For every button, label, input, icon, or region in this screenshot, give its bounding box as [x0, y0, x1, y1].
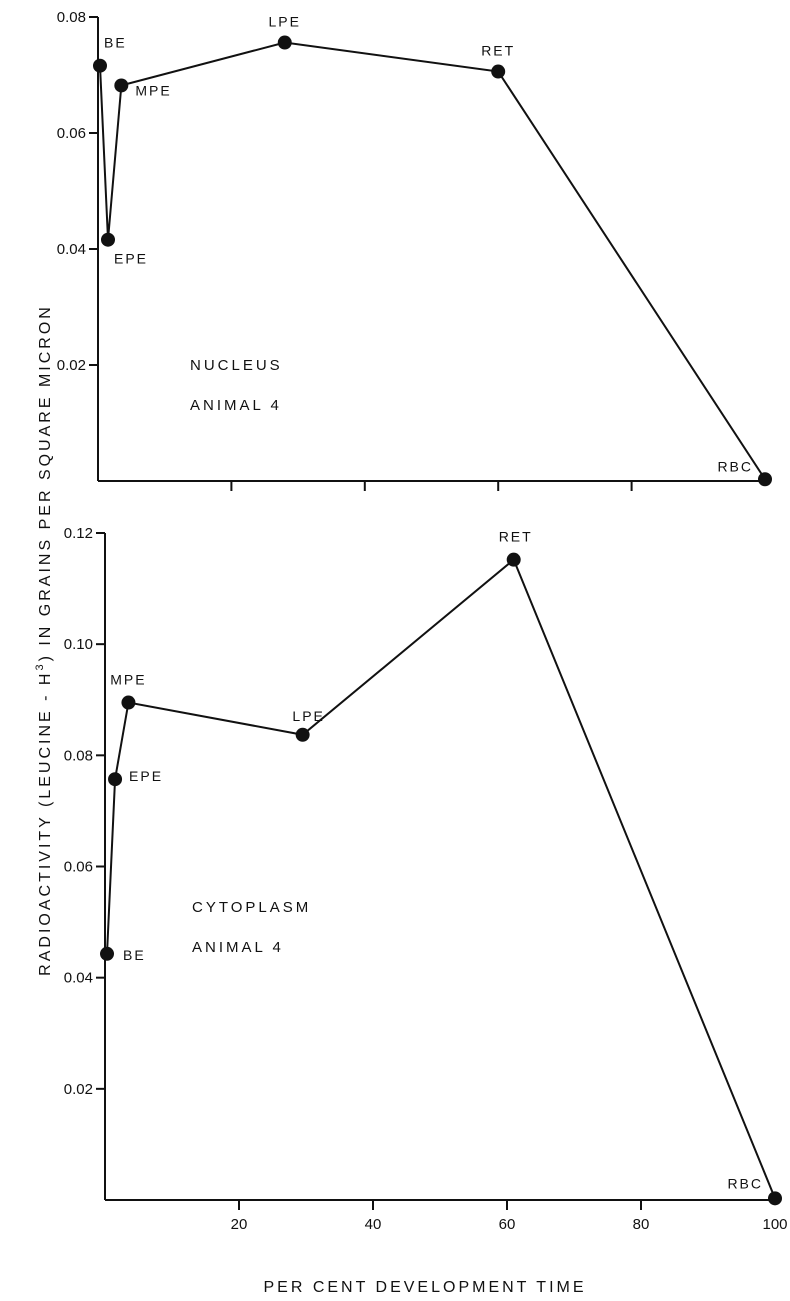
cytoplasm-x-tick-label: 40: [365, 1216, 382, 1233]
cytoplasm-y-tick-label: 0.08: [64, 747, 93, 764]
nucleus-data-point: [758, 472, 772, 487]
cytoplasm-panel-label: ANIMAL 4: [192, 939, 284, 956]
nucleus-point-label: EPE: [114, 251, 148, 267]
nucleus-series-line: [99, 41, 766, 480]
nucleus-panel: 0.02 0.04 0.06 0.08 BE EPE MPE LPE RET RBC NUCLEUS…: [57, 9, 772, 491]
cytoplasm-y-tick-label: 0.02: [64, 1081, 93, 1098]
cytoplasm-x-tick-label: 80: [633, 1216, 650, 1233]
cytoplasm-data-point: [121, 695, 136, 710]
cytoplasm-x-tick-label: 100: [762, 1216, 787, 1233]
cytoplasm-y-tick-label: 0.06: [64, 859, 93, 876]
nucleus-y-tick-label: 0.08: [57, 9, 86, 26]
cytoplasm-panel: 0.02 0.04 0.06 0.08 0.10 0.12 20 40 60 80 100 BE EPE…: [64, 525, 788, 1233]
cytoplasm-panel-label: CYTOPLASM: [192, 899, 311, 916]
nucleus-y-tick-label: 0.06: [57, 125, 86, 142]
cytoplasm-y-tick-label: 0.04: [64, 970, 93, 987]
cytoplasm-y-tick-label: 0.10: [64, 636, 93, 653]
cytoplasm-data-point: [108, 772, 123, 787]
cytoplasm-point-label: RET: [499, 529, 533, 545]
nucleus-point-label: RET: [481, 43, 515, 59]
nucleus-point-label: MPE: [135, 82, 171, 98]
cytoplasm-data-point: [100, 946, 115, 961]
nucleus-panel-label: NUCLEUS: [190, 357, 283, 374]
nucleus-data-point: [114, 78, 129, 93]
nucleus-data-point: [277, 35, 292, 50]
cytoplasm-point-label: LPE: [292, 708, 324, 724]
cytoplasm-point-label: EPE: [129, 768, 163, 784]
nucleus-y-tick-label: 0.04: [57, 241, 86, 258]
nucleus-point-label: RBC: [717, 458, 753, 474]
cytoplasm-data-point: [506, 552, 521, 567]
nucleus-data-point: [101, 232, 116, 247]
nucleus-data-point: [491, 64, 506, 79]
cytoplasm-point-label: BE: [123, 947, 146, 963]
nucleus-point-label: BE: [104, 35, 127, 51]
nucleus-panel-label: ANIMAL 4: [190, 397, 282, 414]
y-axis-title-rest: ) IN GRAINS PER SQUARE MICRON: [37, 304, 54, 661]
cytoplasm-series-line: [106, 558, 776, 1199]
nucleus-data-point: [93, 58, 108, 73]
y-axis-title: RADIOACTIVITY (LEUCINE - H3) IN GRAINS P…: [34, 304, 54, 976]
cytoplasm-y-tick-label: 0.12: [64, 525, 93, 542]
x-axis-title: PER CENT DEVELOPMENT TIME: [263, 1279, 586, 1296]
nucleus-y-tick-label: 0.02: [57, 357, 86, 374]
y-axis-title-main: RADIOACTIVITY (LEUCINE - H: [37, 671, 54, 976]
cytoplasm-point-label: RBC: [727, 1175, 763, 1191]
cytoplasm-data-point: [768, 1191, 782, 1206]
y-axis-title-superscript: 3: [34, 661, 46, 670]
cytoplasm-point-label: MPE: [110, 672, 146, 688]
nucleus-point-label: LPE: [269, 14, 301, 30]
cytoplasm-x-tick-label: 20: [231, 1216, 248, 1233]
cytoplasm-data-point: [295, 727, 310, 742]
cytoplasm-x-tick-label: 60: [499, 1216, 516, 1233]
